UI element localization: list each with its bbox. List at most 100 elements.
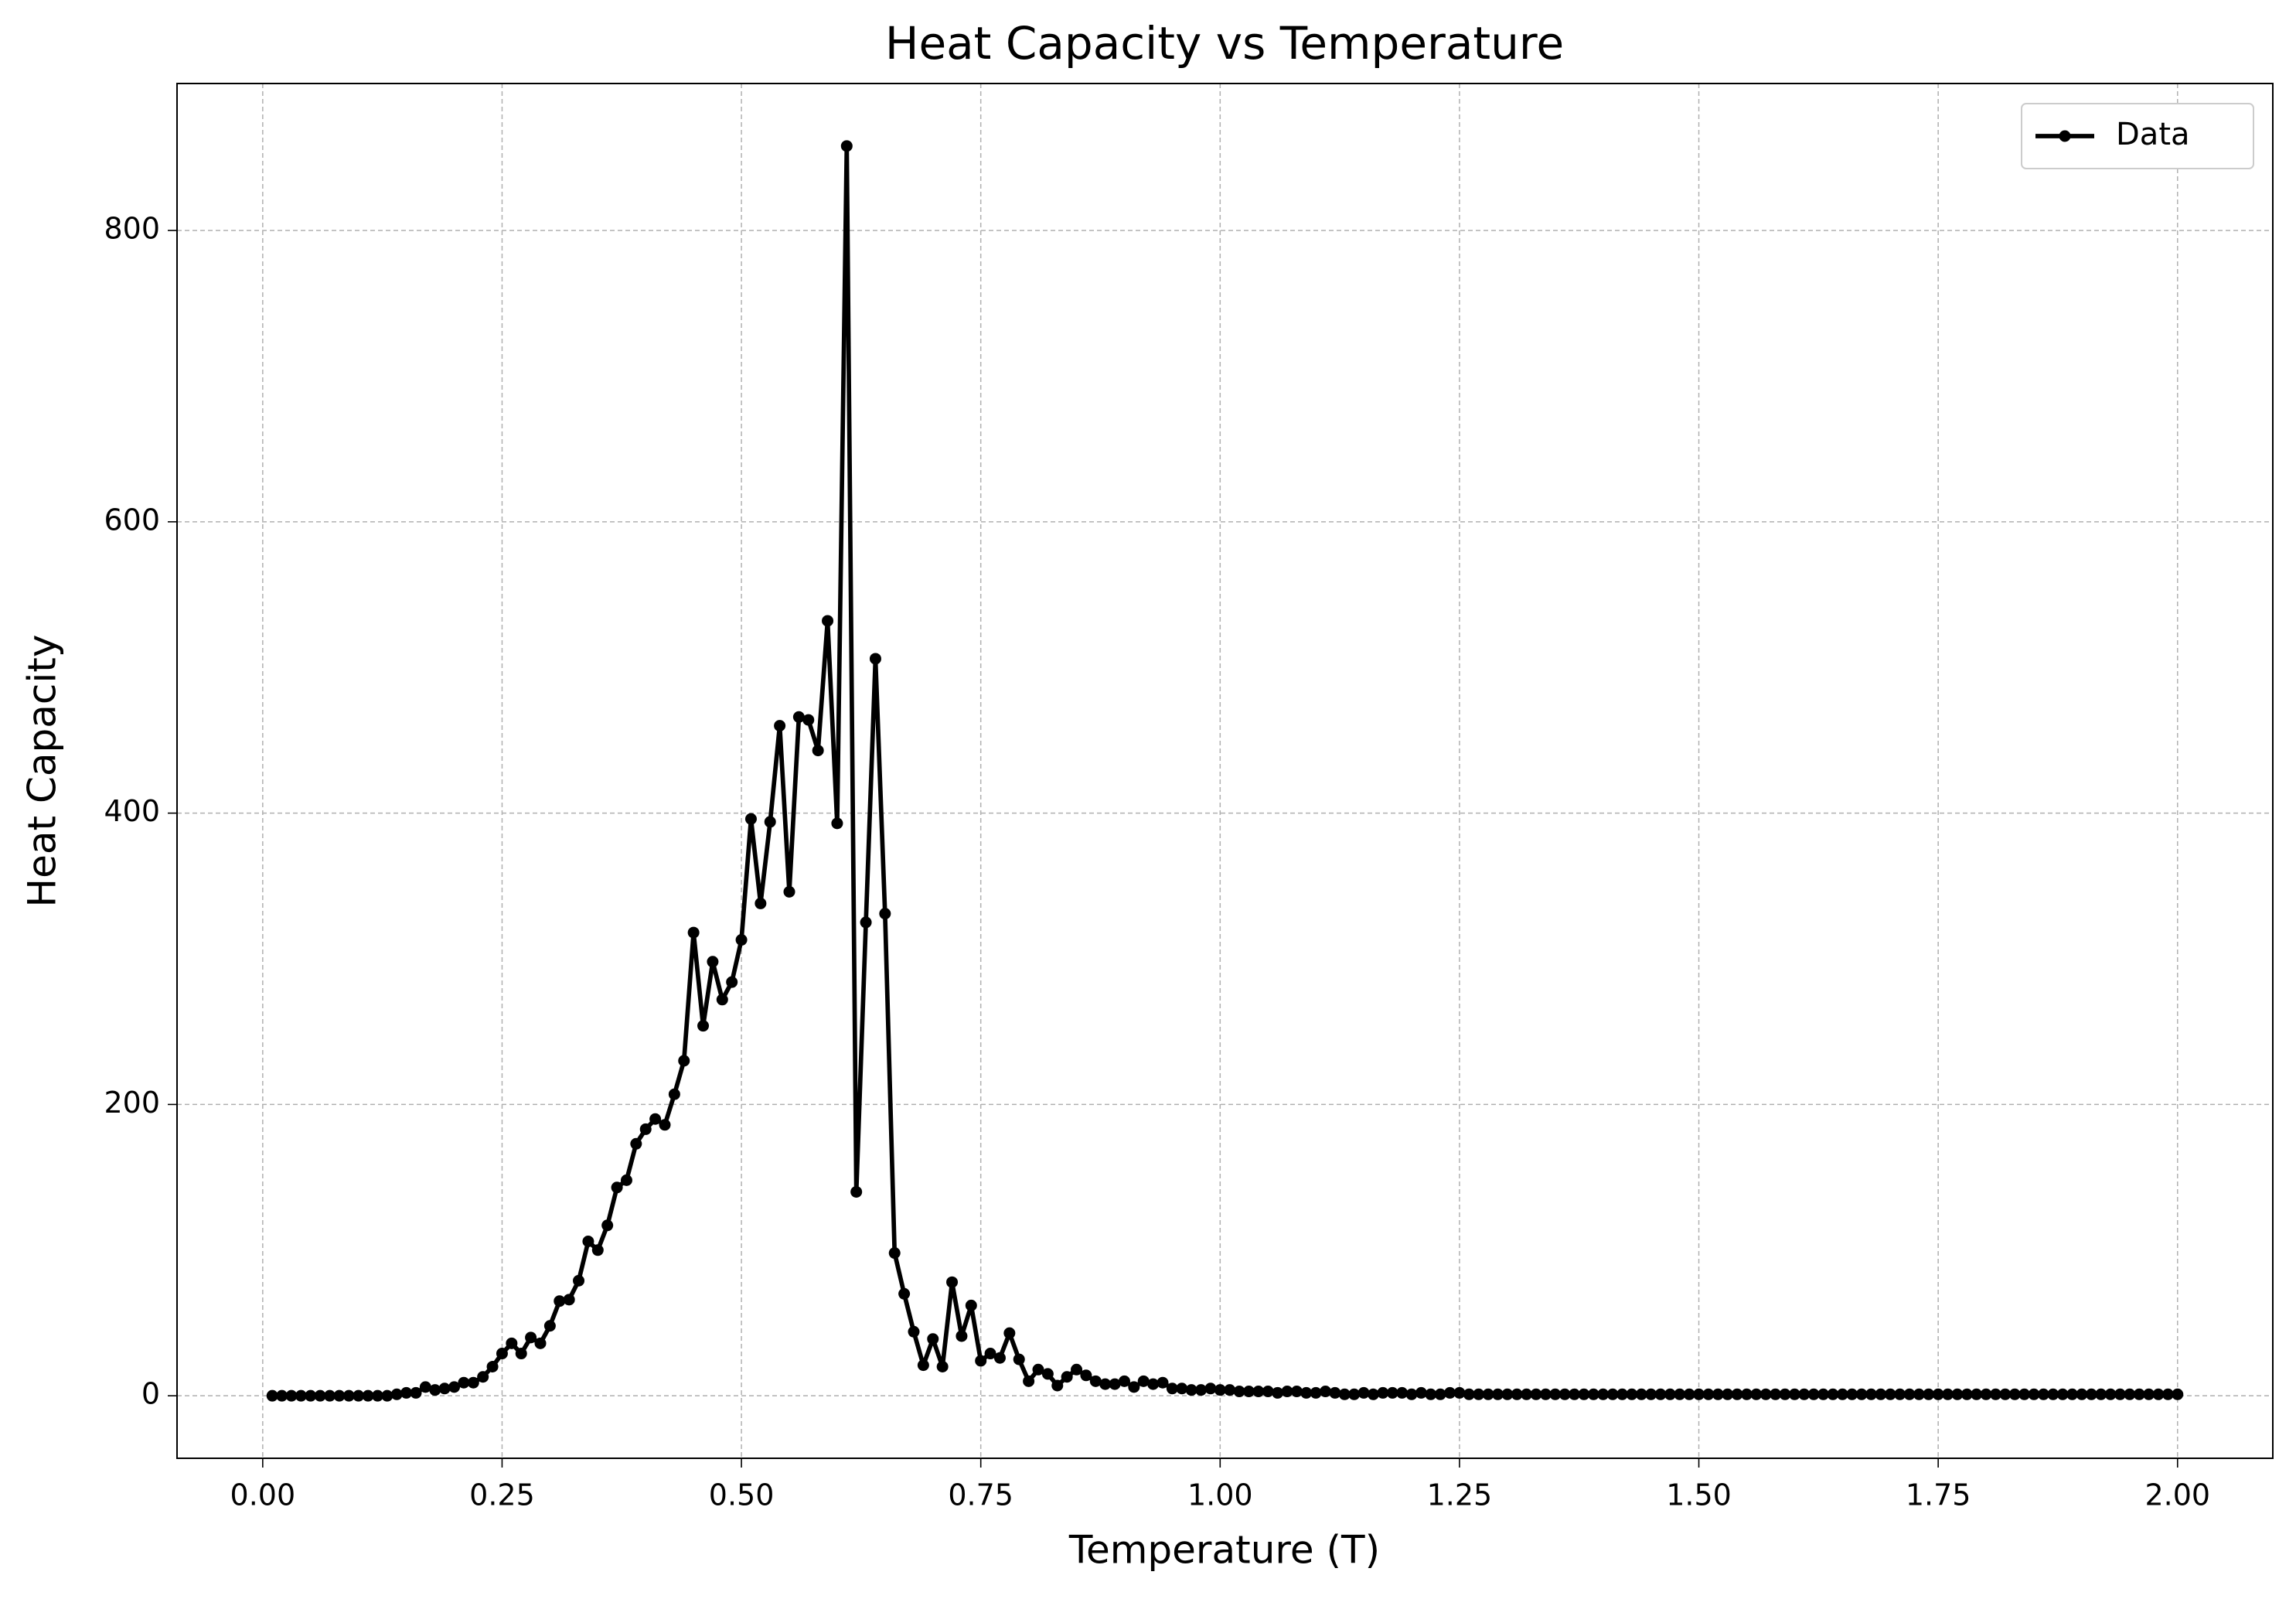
plot-frame	[176, 83, 2274, 1459]
data-point	[1233, 1386, 1245, 1398]
data-point	[1214, 1384, 1226, 1396]
data-point	[2056, 1388, 2069, 1400]
data-point	[879, 908, 891, 920]
data-point	[1157, 1376, 1169, 1389]
data-point	[543, 1320, 556, 1332]
data-point	[1674, 1388, 1686, 1400]
data-point	[2066, 1388, 2079, 1400]
data-point	[1491, 1388, 1504, 1400]
data-point	[1310, 1386, 1322, 1399]
data-point	[927, 1333, 939, 1345]
data-point	[1693, 1388, 1705, 1400]
data-point	[802, 714, 815, 726]
data-point	[1013, 1353, 1025, 1365]
data-point	[314, 1389, 326, 1402]
data-point	[965, 1299, 977, 1311]
data-point	[649, 1113, 662, 1125]
data-point	[1626, 1388, 1638, 1400]
data-point	[295, 1389, 307, 1402]
data-point	[1884, 1388, 1896, 1400]
x-tick-label: 1.50	[1666, 1478, 1732, 1512]
data-point	[2037, 1388, 2049, 1400]
data-point	[993, 1352, 1006, 1364]
data-point	[591, 1244, 604, 1256]
data-point	[792, 711, 805, 723]
y-tick-label: 200	[104, 1086, 160, 1120]
data-point	[1195, 1384, 1208, 1396]
data-point	[1434, 1388, 1446, 1400]
data-point	[1759, 1388, 1772, 1400]
data-point	[1980, 1388, 1992, 1400]
data-point	[1951, 1388, 1964, 1400]
data-point	[707, 956, 719, 968]
data-point	[419, 1381, 431, 1393]
data-point	[2095, 1388, 2107, 1400]
data-point	[1041, 1368, 1054, 1380]
data-point	[1071, 1363, 1083, 1376]
data-point	[1798, 1388, 1811, 1400]
data-point	[601, 1219, 614, 1232]
data-point	[1367, 1388, 1379, 1400]
data-point	[1999, 1388, 2012, 1400]
x-tick-label: 0.75	[948, 1478, 1013, 1512]
data-point	[2076, 1388, 2088, 1400]
data-point	[735, 934, 748, 946]
data-point	[1654, 1388, 1667, 1400]
data-point	[1635, 1388, 1647, 1400]
data-point	[1453, 1386, 1466, 1399]
data-point	[1788, 1388, 1800, 1400]
data-point	[1549, 1388, 1562, 1400]
data-point	[1521, 1388, 1533, 1400]
data-point	[1606, 1388, 1619, 1400]
x-tick-label: 0.00	[230, 1478, 296, 1512]
data-point	[744, 813, 757, 825]
data-point	[936, 1361, 949, 1373]
data-point	[1971, 1388, 1983, 1400]
data-point	[1923, 1388, 1935, 1400]
data-point	[1750, 1388, 1763, 1400]
data-point	[573, 1274, 585, 1287]
data-point	[458, 1376, 470, 1389]
data-point	[1338, 1388, 1351, 1400]
data-point	[1587, 1388, 1599, 1400]
data-point	[831, 817, 843, 830]
data-point	[448, 1381, 461, 1393]
data-point	[1712, 1388, 1724, 1400]
data-point	[917, 1359, 929, 1372]
x-tick-label: 1.00	[1187, 1478, 1253, 1512]
data-point	[410, 1386, 422, 1399]
data-point	[1807, 1388, 1820, 1400]
data-point	[1425, 1388, 1437, 1400]
data-point	[611, 1181, 623, 1194]
data-point	[1722, 1388, 1734, 1400]
data-point	[477, 1371, 489, 1383]
data-point	[668, 1088, 680, 1100]
y-tick-label: 400	[104, 794, 160, 828]
data-point	[362, 1389, 374, 1402]
data-point	[1147, 1378, 1160, 1390]
x-tick-label: 1.75	[1906, 1478, 1971, 1512]
data-point	[1530, 1388, 1542, 1400]
data-point	[1290, 1386, 1303, 1398]
x-tick-label: 0.25	[469, 1478, 535, 1512]
data-point	[1740, 1388, 1753, 1400]
data-point	[860, 916, 872, 929]
data-point	[1558, 1388, 1571, 1400]
x-tick-label: 1.25	[1427, 1478, 1493, 1512]
data-point	[2133, 1388, 2145, 1400]
data-point	[984, 1348, 996, 1360]
data-point	[1473, 1388, 1485, 1400]
x-tick-label: 2.00	[2144, 1478, 2210, 1512]
data-point	[1942, 1388, 1954, 1400]
data-point	[1578, 1388, 1590, 1400]
data-point	[1903, 1388, 1916, 1400]
data-point	[1300, 1386, 1313, 1399]
data-point	[620, 1174, 632, 1186]
data-point	[1989, 1388, 2001, 1400]
data-point	[1320, 1386, 1332, 1398]
data-point	[353, 1389, 365, 1402]
data-point	[1262, 1386, 1274, 1398]
data-point	[1664, 1388, 1676, 1400]
